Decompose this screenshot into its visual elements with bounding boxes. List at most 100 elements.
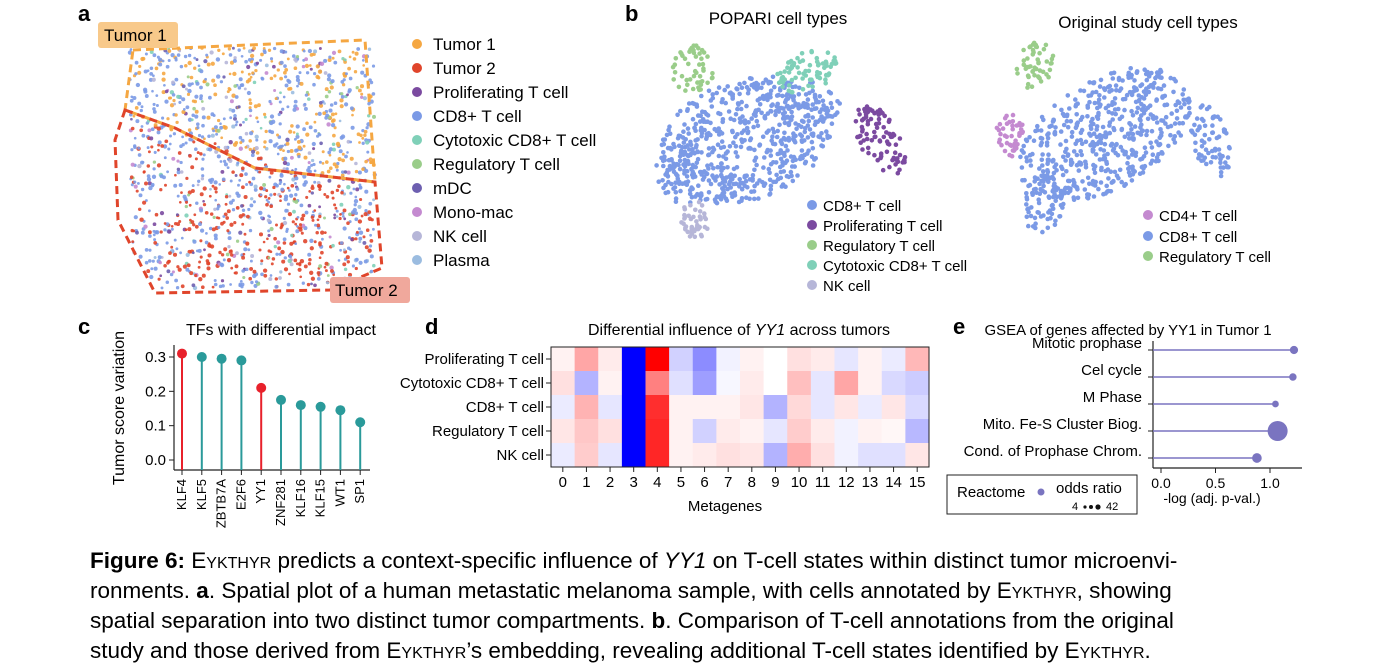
- spatial-cell-dot: [213, 180, 218, 185]
- spatial-cell-dot: [277, 246, 282, 251]
- spatial-cell-dot: [170, 52, 175, 58]
- spatial-cell-dot: [194, 157, 198, 161]
- spatial-cell-dot: [204, 77, 207, 81]
- umap-cell-dot: [669, 181, 674, 187]
- umap-cell-dot: [1143, 150, 1149, 155]
- spatial-cell-dot: [146, 177, 152, 182]
- spatial-cell-dot: [156, 130, 161, 135]
- spatial-cell-dot: [133, 215, 138, 220]
- umap-cell-dot: [1045, 158, 1051, 164]
- umap-cell-dot: [739, 186, 745, 192]
- umap-cell-dot: [799, 148, 805, 153]
- umap-cell-dot: [1032, 73, 1037, 78]
- spatial-cell-dot: [196, 183, 200, 187]
- spatial-cell-dot: [171, 270, 175, 274]
- spatial-cell-dot: [201, 115, 206, 120]
- spatial-cell-dot: [323, 231, 327, 235]
- umap-cell-dot: [1030, 68, 1036, 74]
- umap-right-legend: CD4+ T cell CD8+ T cell Regulatory T cel…: [1143, 208, 1271, 266]
- spatial-cell-dot: [328, 55, 332, 59]
- spatial-cell-dot: [228, 140, 233, 145]
- heatmap-cell: [574, 395, 599, 420]
- spatial-cell-dot: [330, 269, 334, 273]
- umap-cell-dot: [752, 196, 757, 202]
- spatial-cell-dot: [199, 152, 203, 156]
- spatial-cell-dot: [358, 260, 363, 265]
- spatial-cell-dot: [363, 168, 369, 174]
- spatial-cell-dot: [365, 228, 370, 232]
- spatial-cell-dot: [233, 221, 237, 225]
- umap-cell-dot: [1010, 119, 1016, 124]
- spatial-cell-dot: [185, 87, 188, 91]
- spatial-cell-dot: [363, 129, 368, 134]
- umap-cell-dot: [1182, 101, 1187, 107]
- spatial-cell-dot: [210, 61, 215, 66]
- umap-cell-dot: [1062, 190, 1068, 196]
- umap-cell-dot: [1095, 116, 1101, 121]
- spatial-cell-dot: [288, 189, 291, 192]
- umap-cell-dot: [704, 134, 710, 140]
- spatial-cell-dot: [327, 57, 332, 63]
- umap-cell-dot: [1163, 114, 1169, 120]
- spatial-cell-dot: [250, 254, 255, 258]
- chart-c-y-ticks: 0.00.10.20.3: [145, 349, 174, 469]
- panel-c-lollipop-chart: TFs with differential impact Tumor score…: [111, 322, 377, 528]
- umap-cell-dot: [1193, 140, 1198, 146]
- spatial-cell-dot: [144, 94, 149, 98]
- chart-c-xtick-label: E2F6: [233, 479, 248, 510]
- umap-cell-dot: [1014, 66, 1020, 72]
- umap-cell-dot: [667, 124, 672, 129]
- spatial-cell-dot: [178, 49, 182, 53]
- umap-cell-dot: [791, 94, 797, 99]
- umap-cell-dot: [1019, 165, 1025, 170]
- spatial-cell-dot: [275, 223, 278, 227]
- umap-cell-dot: [857, 112, 862, 117]
- umap-cell-dot: [1050, 119, 1056, 124]
- umap-cell-dot: [1112, 101, 1117, 106]
- spatial-cell-dot: [224, 95, 228, 99]
- umap-cell-dot: [787, 59, 793, 65]
- spatial-cell-dot: [211, 78, 216, 83]
- umap-cell-dot: [1020, 122, 1025, 128]
- spatial-cell-dot: [207, 243, 212, 248]
- spatial-cell-dot: [260, 259, 264, 263]
- spatial-cell-dot: [219, 262, 224, 267]
- chart-c-ytick-label: 0.2: [145, 383, 166, 400]
- spatial-cell-dot: [294, 193, 298, 197]
- spatial-cell-dot: [260, 272, 264, 277]
- spatial-cell-dot: [316, 181, 321, 185]
- spatial-cell-dot: [301, 64, 306, 69]
- spatial-cell-dot: [316, 223, 321, 228]
- umap-cell-dot: [770, 74, 776, 80]
- spatial-cell-dot: [293, 57, 297, 62]
- spatial-cell-dot: [284, 75, 288, 79]
- umap-cell-dot: [776, 92, 781, 98]
- umap-cell-dot: [719, 173, 724, 179]
- umap-cell-dot: [1061, 154, 1066, 160]
- umap-cell-dot: [1002, 133, 1008, 138]
- umap-cell-dot: [791, 131, 796, 136]
- spatial-cell-dot: [194, 94, 199, 99]
- spatial-cell-dot: [349, 156, 354, 161]
- umap-cell-dot: [999, 142, 1004, 148]
- heatmap-cell: [598, 443, 623, 468]
- spatial-cell-dot: [301, 281, 305, 285]
- spatial-cell-dot: [210, 112, 215, 117]
- umap-cell-dot: [1210, 115, 1216, 121]
- spatial-cell-dot: [227, 245, 231, 249]
- spatial-cell-dot: [372, 263, 376, 268]
- spatial-cell-dot: [363, 212, 368, 217]
- spatial-cell-dot: [231, 208, 236, 212]
- umap-cell-dot: [698, 113, 703, 118]
- umap-cell-dot: [1174, 108, 1180, 114]
- umap-cell-dot: [886, 142, 892, 147]
- umap-cell-dot: [891, 155, 897, 161]
- umap-cell-dot: [1064, 112, 1070, 118]
- spatial-cell-dot: [222, 258, 226, 262]
- spatial-cell-dot: [349, 191, 353, 195]
- umap-cell-dot: [737, 81, 742, 87]
- umap-cell-dot: [897, 167, 902, 173]
- heatmap-cell: [716, 419, 741, 444]
- spatial-cell-dot: [269, 274, 273, 277]
- umap-cell-dot: [1037, 166, 1042, 171]
